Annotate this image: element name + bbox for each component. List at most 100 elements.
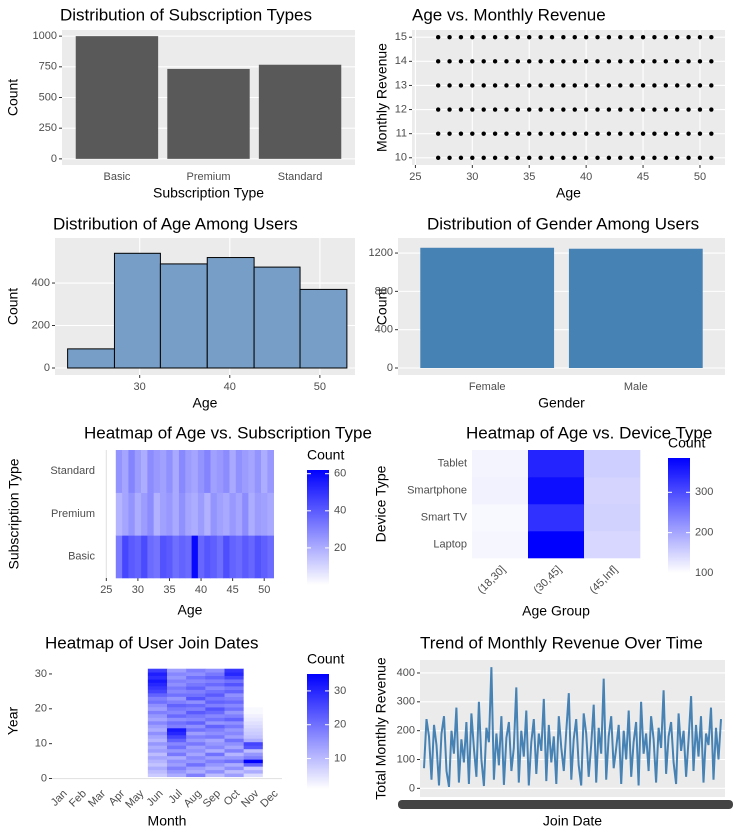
heat-cell	[109, 693, 129, 697]
point	[492, 107, 498, 112]
histogram-bar	[113, 252, 161, 369]
heat-cell	[52, 745, 72, 750]
heat-cell	[167, 717, 187, 722]
heat-cell	[204, 450, 211, 493]
heat-cell	[90, 693, 110, 697]
heat-cell	[90, 773, 110, 778]
heat-cell	[128, 769, 149, 774]
point	[709, 35, 714, 40]
point	[527, 131, 532, 136]
point	[595, 59, 600, 64]
heat-cell	[71, 693, 91, 697]
heat-cell	[109, 721, 129, 725]
point	[515, 83, 521, 88]
heat-cell	[122, 535, 129, 579]
x-tick-label: 50	[694, 171, 706, 183]
legend-title: Count	[307, 651, 344, 667]
x-tick-label: Jul	[166, 788, 184, 806]
heat-cell	[147, 727, 168, 732]
heat-cell	[90, 731, 110, 736]
heat-cell	[205, 675, 225, 680]
heat-cell	[235, 450, 243, 493]
heat-cell	[243, 738, 264, 743]
point	[572, 35, 577, 40]
heat-cell	[205, 773, 225, 778]
heat-cell	[224, 696, 244, 701]
heat-cell	[186, 738, 206, 743]
heat-cell	[128, 710, 149, 715]
heat-cell	[248, 450, 256, 493]
point	[629, 107, 634, 112]
point	[538, 83, 543, 88]
point	[435, 35, 441, 40]
heat-cell	[262, 668, 283, 673]
heat-cell	[147, 679, 168, 683]
y-axis-title: Total Monthly Revenue	[373, 657, 389, 800]
heat-cell	[71, 741, 91, 746]
histogram-bar	[159, 263, 208, 369]
heat-cell	[90, 734, 110, 739]
heat-cell	[185, 492, 192, 536]
point	[652, 107, 657, 112]
point	[663, 107, 669, 112]
y-axis-title: Subscription Type	[6, 458, 22, 569]
heat-cell	[128, 679, 149, 683]
heat-cell	[109, 710, 129, 715]
point	[640, 35, 646, 40]
x-axis-title: Age	[178, 602, 203, 618]
point	[527, 35, 532, 40]
x-tick-label: Basic	[103, 171, 130, 183]
y-tick-label: Basic	[68, 551, 95, 563]
heat-cell	[224, 734, 244, 739]
heat-cell	[243, 700, 264, 704]
point	[504, 107, 509, 112]
y-tick-label: 0	[387, 362, 393, 374]
point	[458, 131, 464, 136]
heat-cell	[153, 535, 161, 579]
heat-cell	[128, 755, 149, 760]
heat-cell	[186, 696, 206, 701]
heat-cell	[71, 738, 91, 743]
heat-cell	[267, 450, 274, 493]
x-tick-label: 40	[224, 381, 236, 393]
heat-cell	[52, 682, 72, 687]
point	[640, 155, 646, 160]
heat-cell	[191, 492, 199, 536]
heat-cell	[224, 693, 244, 697]
heat-cell	[147, 766, 168, 771]
heat-cell	[90, 741, 110, 746]
heat-cell	[128, 762, 149, 767]
colorbar-tick-label: 20	[334, 542, 346, 554]
heat-cell	[141, 535, 148, 579]
heat-cell	[262, 696, 283, 701]
heat-cell	[52, 710, 72, 715]
heat-cell	[224, 766, 244, 771]
y-tick-label: 400	[397, 667, 415, 679]
heat-cell	[147, 672, 168, 676]
x-axis-title: Month	[148, 813, 187, 829]
heat-cell	[153, 450, 161, 493]
point	[674, 59, 680, 64]
heat-cell	[52, 741, 72, 746]
heat-cell	[167, 714, 187, 718]
heat-cell	[584, 477, 641, 505]
colorbar-tick-label: 200	[695, 527, 713, 539]
heat-cell	[128, 535, 136, 579]
heat-cell	[224, 752, 244, 757]
heat-cell	[191, 535, 199, 579]
heat-cell	[160, 450, 167, 493]
heat-cell	[109, 755, 129, 760]
heat-cell	[167, 682, 187, 687]
heat-cell	[128, 714, 149, 718]
point	[618, 155, 623, 160]
heat-cell	[147, 734, 168, 739]
chart-title: Heatmap of Age vs. Subscription Type	[84, 423, 372, 442]
point	[606, 131, 612, 136]
heat-cell	[197, 450, 205, 493]
heat-cell	[90, 689, 110, 694]
heat-cell	[472, 450, 529, 478]
x-tick-label: 35	[523, 171, 535, 183]
histogram-bar	[206, 257, 255, 369]
point	[709, 131, 714, 136]
